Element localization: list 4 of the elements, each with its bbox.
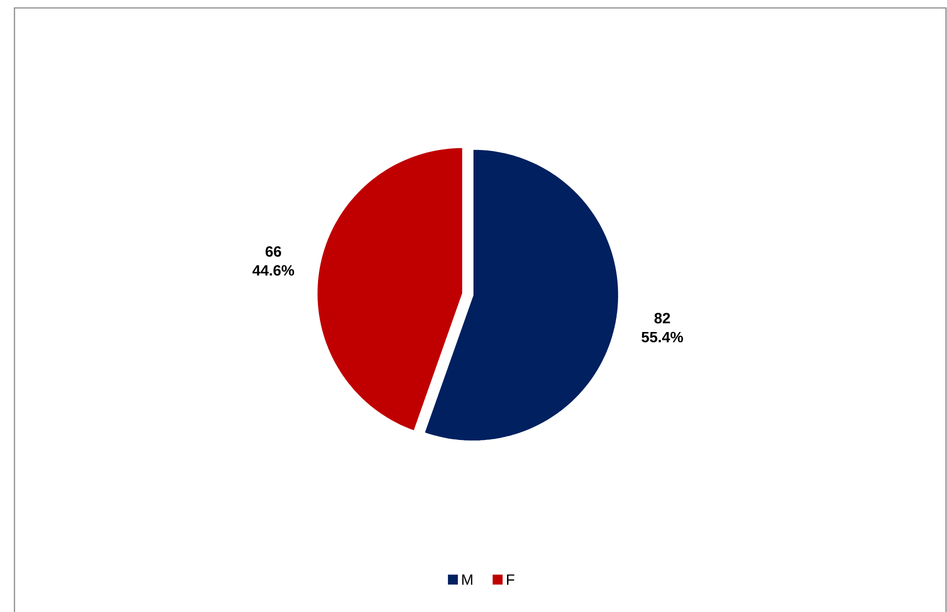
- data-label: 82 55.4%: [642, 312, 684, 342]
- legend-label: F: [507, 574, 514, 585]
- data-label: 66 44.6%: [252, 246, 294, 276]
- legend-label: M: [462, 574, 472, 585]
